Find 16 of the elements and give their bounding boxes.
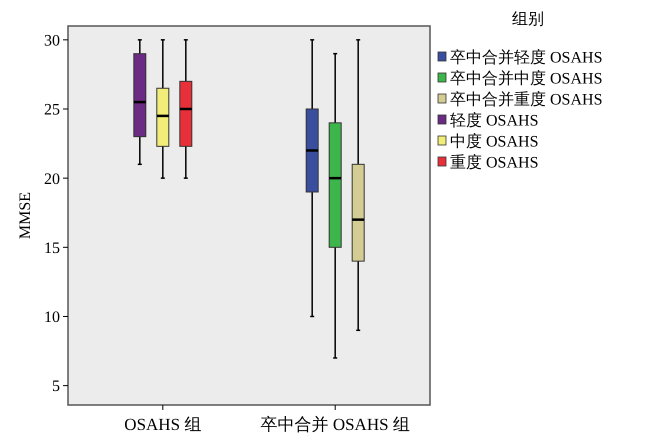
y-tick-label: 30	[44, 32, 60, 50]
y-tick-label: 10	[44, 309, 60, 326]
y-tick-label: 15	[44, 240, 60, 257]
y-axis-title: MMSE	[17, 192, 34, 240]
legend-label: 轻度 OSAHS	[450, 112, 538, 130]
y-tick-label: 25	[44, 102, 60, 119]
legend-label: 中度 OSAHS	[450, 132, 538, 151]
legend-label: 卒中合并重度 OSAHS	[450, 90, 602, 109]
x-tick-label: OSAHS 组	[124, 415, 202, 434]
legend-label: 卒中合并轻度 OSAHS	[450, 48, 602, 67]
legend-label: 重度 OSAHS	[450, 154, 538, 172]
y-tick-label: 20	[44, 170, 60, 188]
legend-label: 卒中合并中度 OSAHS	[450, 70, 602, 88]
y-tick-label: 5	[52, 378, 60, 396]
legend-title: 组别	[512, 11, 544, 28]
x-tick-label: 卒中合并 OSAHS 组	[260, 415, 410, 434]
